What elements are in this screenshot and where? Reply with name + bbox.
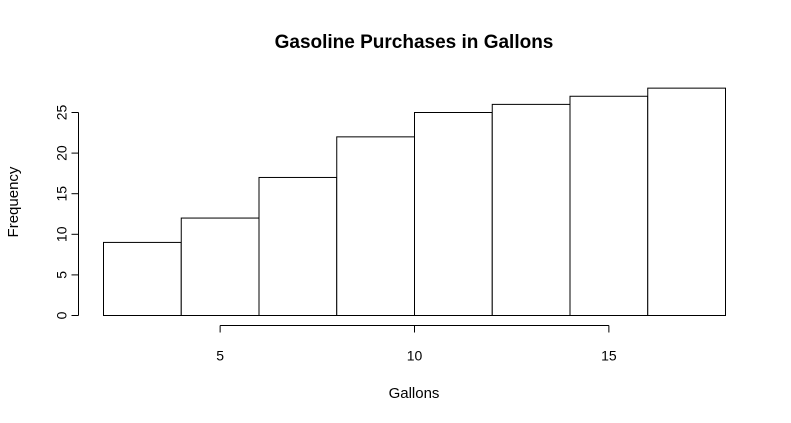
x-tick-label: 15 (601, 348, 617, 364)
bars-group (103, 87, 726, 317)
y-axis: 0 5 10 15 20 25 (54, 105, 79, 319)
chart-title: Gasoline Purchases in Gallons (275, 32, 554, 53)
x-axis: 5 10 15 (216, 325, 617, 364)
histogram-bar-2 (180, 217, 260, 316)
histogram-bar-5 (414, 112, 493, 316)
y-tick-label: 20 (54, 145, 70, 161)
histogram-bar-7 (569, 95, 649, 317)
x-tick-label: 5 (216, 348, 224, 364)
y-axis-label: Frequency (5, 166, 22, 237)
y-tick-label: 15 (54, 186, 70, 202)
x-tick-label: 10 (407, 348, 423, 364)
histogram-bar-6 (491, 103, 571, 316)
y-tick-label: 25 (54, 105, 70, 121)
histogram-bar-4 (336, 136, 415, 316)
y-tick-label: 10 (54, 226, 70, 242)
x-axis-label: Gallons (389, 385, 440, 402)
y-tick-label: 0 (54, 311, 70, 319)
histogram-bar-8 (647, 87, 726, 316)
histogram-bar-1 (103, 241, 182, 316)
histogram-bar-3 (258, 176, 338, 316)
y-tick-label: 5 (54, 271, 70, 279)
